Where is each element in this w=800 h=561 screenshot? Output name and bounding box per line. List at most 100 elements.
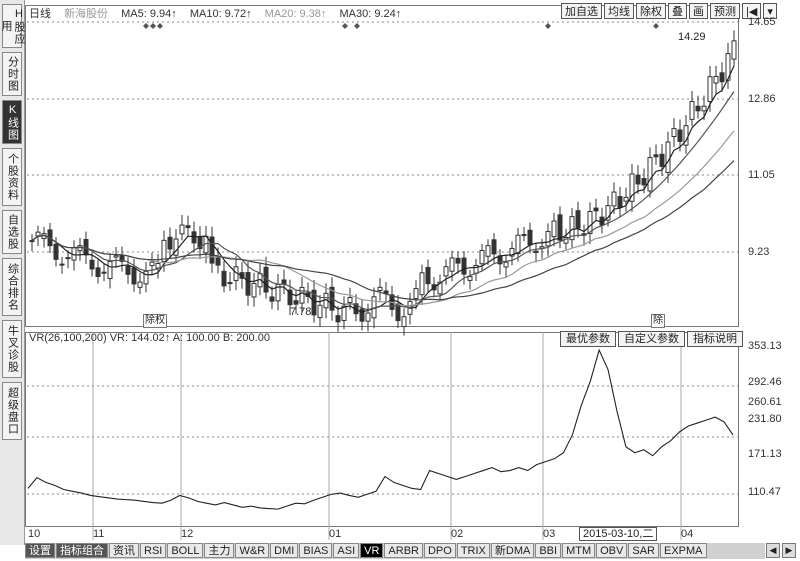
tab-watchlist[interactable]: 自选股: [2, 210, 22, 254]
indicator-tab-boll[interactable]: BOLL: [167, 543, 204, 558]
candle-body: [341, 305, 347, 321]
indicator-tab-[interactable]: 主力: [204, 543, 235, 558]
candle-body: [113, 255, 119, 258]
candle-body: [269, 296, 275, 302]
candle-body: [509, 247, 515, 257]
tab-diagnosis[interactable]: 牛叉诊股: [2, 320, 22, 378]
stock-name: 新海股份: [64, 8, 109, 20]
period-label: 日线: [29, 8, 51, 20]
tab-h-stock[interactable]: H股应用: [0, 4, 25, 48]
indicator-help-button[interactable]: 指标说明: [687, 331, 743, 347]
candle-body: [65, 257, 71, 260]
candle-body: [617, 196, 623, 209]
exright-marker: [150, 23, 156, 29]
candle-body: [167, 236, 173, 250]
candle-body: [425, 266, 431, 285]
add-watchlist-button[interactable]: 加自选: [561, 3, 602, 19]
indicator-tab-[interactable]: 资讯: [109, 543, 139, 558]
candle-body: [155, 263, 161, 269]
candle-body: [335, 315, 341, 323]
exright-tag-right: 除: [651, 314, 665, 328]
indicator-tab-[interactable]: 设置: [25, 543, 55, 558]
candle-body: [731, 40, 737, 60]
tab-super-orderbook[interactable]: 超级盘口: [2, 382, 22, 440]
x-tick: 12: [181, 528, 194, 540]
candle-body: [551, 220, 557, 238]
candle-body: [521, 234, 527, 237]
candle-body: [287, 289, 293, 306]
indicator-tab-sar[interactable]: SAR: [628, 543, 659, 558]
ma10-label: MA10: 9.72↑: [189, 8, 252, 20]
scroll-left-icon[interactable]: ◀: [766, 543, 780, 558]
vr-button-group: 最优参数 自定义参数 指标说明: [560, 331, 745, 347]
overlay-button[interactable]: 叠: [668, 3, 687, 19]
candle-body: [635, 174, 641, 185]
y-tick-main: 14.65: [748, 16, 776, 28]
exright-marker: [653, 23, 659, 29]
indicator-tab-bbi[interactable]: BBI: [535, 543, 562, 558]
draw-button[interactable]: 画: [689, 3, 708, 19]
indicator-tab-rsi[interactable]: RSI: [140, 543, 167, 558]
tab-kline[interactable]: K线图: [2, 100, 22, 144]
candle-body: [593, 207, 599, 212]
indicator-tab-dmi[interactable]: DMI: [270, 543, 299, 558]
indicator-tab-[interactable]: 指标组合: [56, 543, 108, 558]
candle-body: [59, 263, 65, 266]
low-price-label: 7.78: [290, 306, 312, 318]
candle-body: [707, 76, 713, 102]
exright-marker: [342, 23, 348, 29]
candle-body: [605, 205, 611, 221]
indicator-tab-vr[interactable]: VR: [360, 543, 384, 558]
indicator-tab-trix[interactable]: TRIX: [456, 543, 490, 558]
indicator-tab-obv[interactable]: OBV: [596, 543, 628, 558]
indicator-tab-wr[interactable]: W&R: [235, 543, 270, 558]
candle-body: [689, 101, 695, 120]
crosshair-date: 2015-03-10,二: [579, 527, 658, 541]
y-tick-main: 9.23: [748, 246, 770, 258]
candle-body: [557, 214, 563, 241]
back-to-start-icon[interactable]: |◀: [742, 3, 762, 19]
exright-button[interactable]: 除权: [636, 3, 666, 19]
candle-body: [173, 238, 179, 256]
indicator-tab-dpo[interactable]: DPO: [423, 543, 456, 558]
candle-body: [443, 266, 449, 277]
indicator-tab-bias[interactable]: BIAS: [299, 543, 333, 558]
x-tick: 02: [451, 528, 464, 540]
tab-stock-profile[interactable]: 个股资料: [2, 148, 22, 206]
candle-body: [701, 105, 707, 112]
ma-button[interactable]: 均线: [604, 3, 634, 19]
y-tick-vr: 260.61: [748, 396, 782, 408]
vr-indicator-area[interactable]: [25, 332, 739, 527]
candle-body: [131, 267, 137, 285]
exright-marker: [157, 23, 163, 29]
candle-body: [725, 52, 731, 81]
tab-intraday[interactable]: 分时图: [2, 52, 22, 96]
optimal-params-button[interactable]: 最优参数: [560, 331, 616, 347]
candle-body: [227, 282, 233, 285]
candle-body: [665, 141, 671, 173]
indicator-tab-dma[interactable]: 新DMA: [490, 543, 535, 558]
x-tick: 01: [329, 528, 342, 540]
exright-marker: [143, 23, 149, 29]
high-price-label: 14.29: [678, 31, 706, 43]
tab-ranking[interactable]: 综合排名: [2, 258, 22, 316]
left-tab-bar: H股应用 分时图 K线图 个股资料 自选股 综合排名 牛叉诊股 超级盘口: [0, 0, 25, 545]
indicator-tab-mtm[interactable]: MTM: [562, 543, 596, 558]
candle-body: [503, 261, 509, 268]
kline-chart-area[interactable]: [25, 5, 739, 327]
scroll-right-icon[interactable]: ▶: [782, 543, 796, 558]
custom-params-button[interactable]: 自定义参数: [618, 331, 685, 347]
candle-body: [149, 261, 155, 267]
y-tick-vr: 171.13: [748, 448, 782, 460]
dropdown-icon[interactable]: ▾: [763, 3, 777, 19]
y-tick-vr: 110.47: [748, 486, 781, 498]
indicator-tab-arbr[interactable]: ARBR: [384, 543, 423, 558]
candle-body: [515, 234, 521, 255]
candle-body: [671, 128, 677, 138]
forecast-button[interactable]: 预测: [710, 3, 740, 19]
indicator-tab-expma[interactable]: EXPMA: [659, 543, 707, 558]
candle-body: [569, 216, 575, 241]
candle-body: [461, 257, 467, 275]
candle-body: [437, 281, 443, 295]
indicator-tab-asi[interactable]: ASI: [333, 543, 360, 558]
